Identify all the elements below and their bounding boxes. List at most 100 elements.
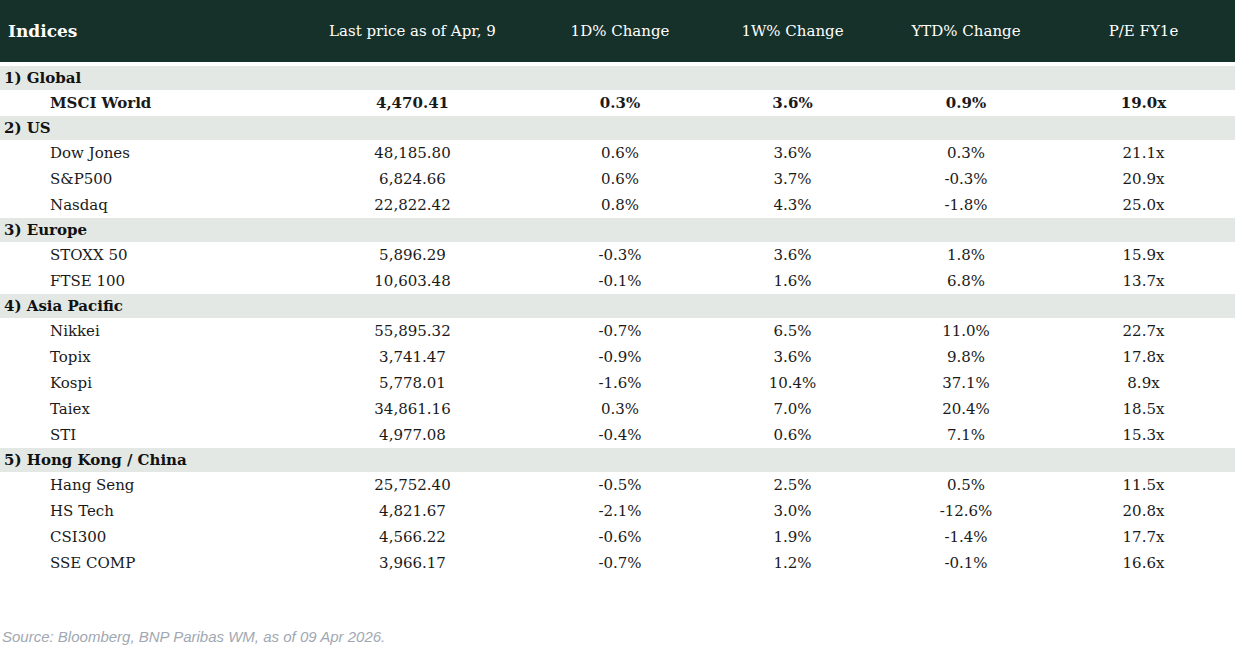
index-name: MSCI World [0,90,290,116]
change-1d: -0.1% [535,268,705,294]
change-ytd: 11.0% [880,318,1052,344]
index-name: Nikkei [0,318,290,344]
column-header-pe: P/E FY1e [1052,0,1235,66]
change-ytd: 6.8% [880,268,1052,294]
index-name: Taiex [0,396,290,422]
change-1w: 1.2% [705,550,880,576]
section-row: 2) US [0,116,1235,140]
table-row: Dow Jones48,185.800.6%3.6%0.3%21.1x [0,140,1235,166]
section-row: 3) Europe [0,218,1235,242]
change-1d: -0.3% [535,242,705,268]
last-price: 10,603.48 [290,268,535,294]
table-row: SSE COMP3,966.17-0.7%1.2%-0.1%16.6x [0,550,1235,576]
pe-ratio: 11.5x [1052,472,1235,498]
change-1w: 3.6% [705,242,880,268]
change-ytd: -1.4% [880,524,1052,550]
index-name: CSI300 [0,524,290,550]
pe-ratio: 16.6x [1052,550,1235,576]
section-label: 5) Hong Kong / China [0,448,1235,472]
change-1d: 0.3% [535,90,705,116]
pe-ratio: 20.9x [1052,166,1235,192]
index-name: STOXX 50 [0,242,290,268]
last-price: 4,977.08 [290,422,535,448]
index-name: STI [0,422,290,448]
change-1w: 1.6% [705,268,880,294]
pe-ratio: 17.8x [1052,344,1235,370]
section-row: 4) Asia Pacific [0,294,1235,318]
table-row: Hang Seng25,752.40-0.5%2.5%0.5%11.5x [0,472,1235,498]
change-1w: 3.6% [705,344,880,370]
pe-ratio: 17.7x [1052,524,1235,550]
change-ytd: 0.9% [880,90,1052,116]
change-1d: -0.5% [535,472,705,498]
table-row: CSI3004,566.22-0.6%1.9%-1.4%17.7x [0,524,1235,550]
change-1d: -2.1% [535,498,705,524]
index-name: Kospi [0,370,290,396]
pe-ratio: 25.0x [1052,192,1235,218]
last-price: 5,778.01 [290,370,535,396]
change-ytd: 7.1% [880,422,1052,448]
column-header-1w-change: 1W% Change [705,0,880,66]
table-row: Nikkei55,895.32-0.7%6.5%11.0%22.7x [0,318,1235,344]
change-1d: 0.6% [535,140,705,166]
section-row: 1) Global [0,66,1235,90]
index-name: Dow Jones [0,140,290,166]
table-title: Indices [0,0,290,66]
change-1d: -0.6% [535,524,705,550]
change-1w: 2.5% [705,472,880,498]
change-1d: -0.7% [535,318,705,344]
table-row: MSCI World4,470.410.3%3.6%0.9%19.0x [0,90,1235,116]
table-body: 1) GlobalMSCI World4,470.410.3%3.6%0.9%1… [0,66,1235,576]
column-header-last-price: Last price as of Apr, 9 [290,0,535,66]
change-1w: 7.0% [705,396,880,422]
change-1w: 0.6% [705,422,880,448]
change-ytd: 37.1% [880,370,1052,396]
change-1d: 0.6% [535,166,705,192]
last-price: 4,470.41 [290,90,535,116]
index-name: HS Tech [0,498,290,524]
last-price: 3,741.47 [290,344,535,370]
section-label: 4) Asia Pacific [0,294,1235,318]
last-price: 34,861.16 [290,396,535,422]
section-label: 3) Europe [0,218,1235,242]
change-1d: -1.6% [535,370,705,396]
source-note: Source: Bloomberg, BNP Paribas WM, as of… [2,628,385,645]
table-row: STOXX 505,896.29-0.3%3.6%1.8%15.9x [0,242,1235,268]
table-row: STI4,977.08-0.4%0.6%7.1%15.3x [0,422,1235,448]
change-1w: 10.4% [705,370,880,396]
index-name: S&P500 [0,166,290,192]
pe-ratio: 15.3x [1052,422,1235,448]
pe-ratio: 22.7x [1052,318,1235,344]
change-1w: 3.6% [705,90,880,116]
last-price: 25,752.40 [290,472,535,498]
last-price: 22,822.42 [290,192,535,218]
pe-ratio: 15.9x [1052,242,1235,268]
indices-table: Indices Last price as of Apr, 9 1D% Chan… [0,0,1235,576]
table-row: Taiex34,861.160.3%7.0%20.4%18.5x [0,396,1235,422]
change-1w: 3.6% [705,140,880,166]
last-price: 4,821.67 [290,498,535,524]
index-name: FTSE 100 [0,268,290,294]
last-price: 6,824.66 [290,166,535,192]
table-row: Topix3,741.47-0.9%3.6%9.8%17.8x [0,344,1235,370]
pe-ratio: 21.1x [1052,140,1235,166]
table-row: S&P5006,824.660.6%3.7%-0.3%20.9x [0,166,1235,192]
change-1w: 3.7% [705,166,880,192]
last-price: 48,185.80 [290,140,535,166]
pe-ratio: 18.5x [1052,396,1235,422]
change-ytd: -0.3% [880,166,1052,192]
index-name: Hang Seng [0,472,290,498]
change-ytd: -0.1% [880,550,1052,576]
index-name: SSE COMP [0,550,290,576]
change-ytd: 0.3% [880,140,1052,166]
change-ytd: 1.8% [880,242,1052,268]
table-row: Kospi5,778.01-1.6%10.4%37.1%8.9x [0,370,1235,396]
change-1w: 1.9% [705,524,880,550]
change-1d: 0.8% [535,192,705,218]
index-name: Nasdaq [0,192,290,218]
last-price: 55,895.32 [290,318,535,344]
table-row: Nasdaq22,822.420.8%4.3%-1.8%25.0x [0,192,1235,218]
section-label: 2) US [0,116,1235,140]
table-row: FTSE 10010,603.48-0.1%1.6%6.8%13.7x [0,268,1235,294]
column-header-1d-change: 1D% Change [535,0,705,66]
